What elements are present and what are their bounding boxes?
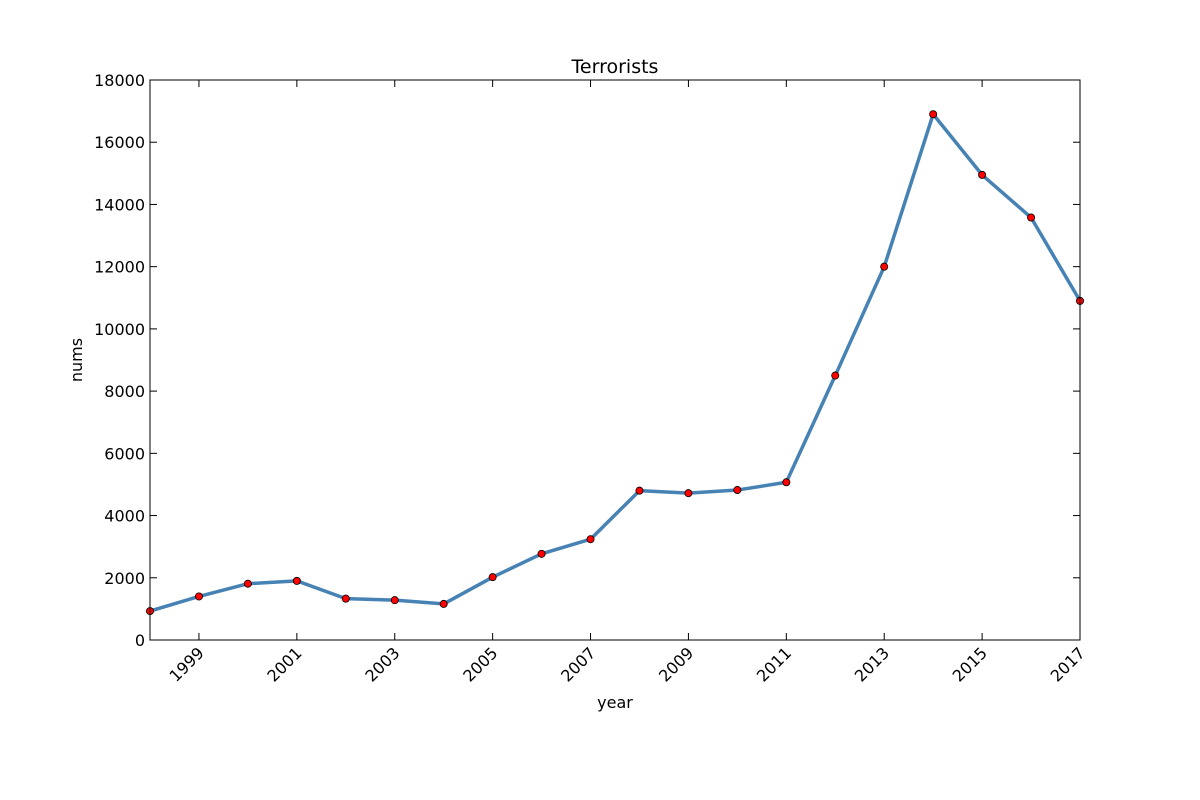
y-axis-title: nums: [67, 338, 86, 382]
x-tick-label: 2013: [851, 643, 893, 685]
y-tick-label: 16000: [94, 133, 145, 152]
data-point: [880, 262, 889, 271]
y-tick-label: 6000: [104, 444, 145, 463]
y-tick-label: 18000: [94, 71, 145, 90]
data-point: [929, 110, 938, 119]
x-tick-label: 1999: [166, 643, 208, 685]
y-tick-label: 12000: [94, 258, 145, 277]
data-point: [341, 594, 350, 603]
chart-title: Terrorists: [571, 56, 659, 78]
data-point: [978, 170, 987, 179]
y-tick-label: 14000: [94, 195, 145, 214]
data-point: [733, 486, 742, 495]
plot-frame: [149, 79, 1081, 641]
x-tick-label: 2015: [949, 643, 991, 685]
x-tick-label: 2007: [557, 643, 599, 685]
y-tick-label: 4000: [104, 507, 145, 526]
data-point: [537, 549, 546, 558]
data-point: [1027, 213, 1036, 222]
data-point: [782, 478, 791, 487]
data-point: [586, 535, 595, 544]
x-axis-title: year: [597, 693, 633, 712]
data-point: [390, 596, 399, 605]
data-point: [488, 573, 497, 582]
data-point: [292, 576, 301, 585]
data-point: [684, 489, 693, 498]
x-tick-label: 2009: [655, 643, 697, 685]
x-axis: 1999 2001 2003 2005 2007 2009 2011 2013 2015 2017: [166, 80, 1089, 686]
y-tick-label: 8000: [104, 382, 145, 401]
x-tick-label: 2011: [753, 643, 795, 685]
data-point: [243, 579, 252, 588]
data-point: [439, 599, 448, 608]
y-tick-label: 2000: [104, 569, 145, 588]
x-tick-label: 2017: [1047, 643, 1089, 685]
y-tick-label: 10000: [94, 320, 145, 339]
x-tick-label: 2001: [263, 643, 305, 685]
plot-area: [145, 110, 1085, 616]
data-point: [194, 592, 203, 601]
x-tick-label: 2003: [361, 643, 403, 685]
data-point: [635, 486, 644, 495]
x-tick-label: 2005: [459, 643, 501, 685]
y-tick-label: 0: [135, 631, 145, 650]
series-line: [149, 112, 1082, 613]
y-axis: 0 2000 4000 6000 8000 10000 12000 14000 16000 180…: [94, 71, 1080, 650]
data-point: [831, 371, 840, 380]
